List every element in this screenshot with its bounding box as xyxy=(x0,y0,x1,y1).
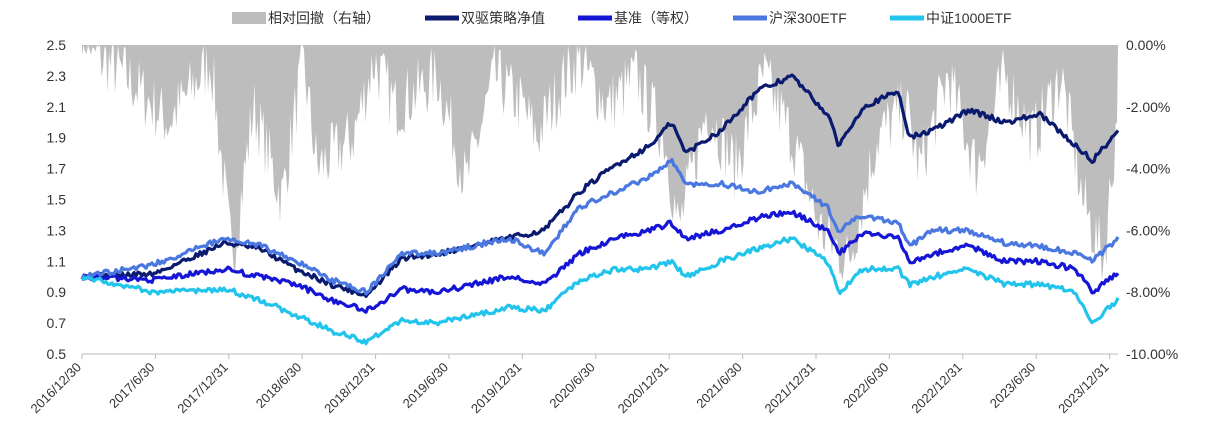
y-right-tick-label: -4.00% xyxy=(1126,161,1170,177)
y-left-tick-label: 2.5 xyxy=(47,37,67,53)
legend-label: 基准（等权） xyxy=(614,10,698,26)
x-tick-label: 2020/6/30 xyxy=(546,360,598,412)
x-tick-label: 2017/6/30 xyxy=(106,360,158,412)
x-tick-label: 2021/12/31 xyxy=(761,360,818,417)
y-left-tick-label: 1.7 xyxy=(47,161,67,177)
x-tick-label: 2018/6/30 xyxy=(253,360,305,412)
y-left-tick-label: 0.9 xyxy=(47,284,67,300)
y-left-tick-label: 1.5 xyxy=(47,192,67,208)
y-right-tick-label: -2.00% xyxy=(1126,99,1170,115)
x-tick-label: 2023/12/31 xyxy=(1055,360,1112,417)
legend-swatch-drawdown xyxy=(232,12,266,24)
x-tick-label: 2020/12/31 xyxy=(615,360,672,417)
y-left-tick-label: 1.1 xyxy=(47,253,67,269)
legend-label: 中证1000ETF xyxy=(926,10,1012,26)
legend-label: 双驱策略净值 xyxy=(461,10,545,26)
series-line-2 xyxy=(80,158,1120,296)
x-tick-label: 2023/6/30 xyxy=(987,360,1039,412)
x-tick-label: 2021/6/30 xyxy=(693,360,745,412)
x-tick-label: 2019/12/31 xyxy=(468,360,525,417)
y-right-tick-label: -10.00% xyxy=(1126,346,1178,362)
drawdown-area xyxy=(82,45,1118,282)
y-right-tick-label: -6.00% xyxy=(1126,222,1170,238)
x-tick-label: 2022/6/30 xyxy=(840,360,892,412)
x-tick-label: 2016/12/30 xyxy=(27,360,84,417)
y-left-tick-label: 2.1 xyxy=(47,99,67,115)
y-left-tick-label: 0.7 xyxy=(47,315,67,331)
y-left-tick-label: 1.9 xyxy=(47,130,67,146)
series-line-1 xyxy=(80,209,1120,314)
x-tick-label: 2018/12/31 xyxy=(321,360,378,417)
legend-label: 相对回撤（右轴） xyxy=(268,10,380,26)
y-right-tick-label: 0.00% xyxy=(1126,37,1166,53)
x-tick-label: 2022/12/31 xyxy=(908,360,965,417)
x-tick-label: 2017/12/31 xyxy=(174,360,231,417)
series-line-3 xyxy=(81,236,1120,346)
y-left-tick-label: 0.5 xyxy=(47,346,67,362)
y-left-tick-label: 2.3 xyxy=(47,68,67,84)
y-left-tick-label: 1.3 xyxy=(47,222,67,238)
x-tick-label: 2019/6/30 xyxy=(400,360,452,412)
legend-label: 沪深300ETF xyxy=(769,10,847,26)
y-right-tick-label: -8.00% xyxy=(1126,284,1170,300)
